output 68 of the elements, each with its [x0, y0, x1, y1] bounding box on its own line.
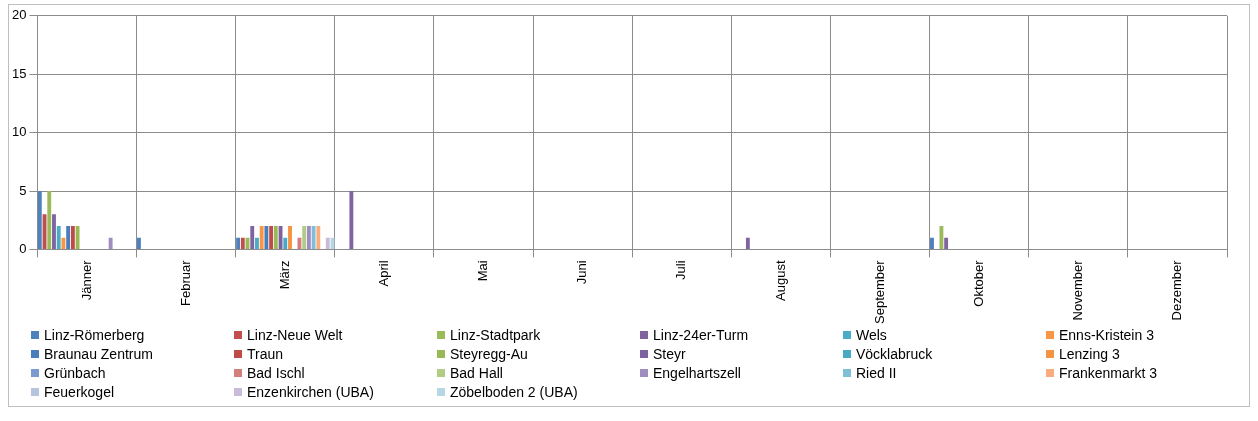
bar	[745, 237, 750, 249]
x-tick-label: März	[276, 260, 292, 290]
bar	[939, 226, 944, 249]
legend-label: Bad Hall	[450, 365, 503, 381]
legend-label: Enns-Kristein 3	[1059, 327, 1154, 343]
x-tick-label: Dezember	[1169, 259, 1185, 321]
y-tick-label: 10	[11, 124, 27, 140]
y-tick-label: 15	[11, 65, 27, 81]
legend-label: Feuerkogel	[44, 384, 115, 400]
legend-label: Ried II	[856, 365, 897, 381]
bar	[325, 237, 330, 249]
bar	[108, 237, 113, 249]
x-tick-label: Oktober	[970, 259, 986, 307]
bar	[236, 237, 241, 249]
legend-label: Linz-Stadtpark	[450, 327, 541, 343]
legend-label: Grünbach	[44, 365, 106, 381]
legend-label: Lenzing 3	[1059, 346, 1120, 362]
bar	[316, 226, 321, 249]
bar	[349, 191, 354, 249]
x-tick-label: September	[871, 259, 887, 324]
bar	[283, 237, 288, 249]
x-tick-label: Februar	[177, 259, 193, 306]
bar	[944, 237, 949, 249]
x-tick-label: Juni	[574, 260, 590, 285]
legend-label: Frankenmarkt 3	[1059, 365, 1158, 381]
legend-label: Vöcklabruck	[856, 346, 933, 362]
legend-label: Linz-Römerberg	[44, 327, 145, 343]
legend-label: Steyr	[653, 346, 686, 362]
bar	[311, 226, 316, 249]
bar	[288, 226, 292, 249]
x-tick-label: April	[375, 260, 391, 287]
bar	[137, 237, 141, 249]
legend-label: Zöbelboden 2 (UBA)	[450, 384, 578, 400]
bar	[37, 191, 42, 249]
legend-label: Linz-Neue Welt	[247, 327, 343, 343]
legend-label: Enzenkirchen (UBA)	[247, 384, 374, 400]
legend-label: Braunau Zentrum	[44, 346, 153, 362]
bar	[75, 226, 80, 249]
legend-label: Engelhartszell	[653, 365, 741, 381]
bar	[306, 226, 311, 249]
bar	[259, 226, 264, 249]
bar	[255, 237, 259, 249]
bar	[61, 237, 66, 249]
bar	[240, 237, 245, 249]
bar	[66, 226, 71, 249]
bar	[930, 237, 934, 249]
legend-label: Linz-24er-Turm	[653, 327, 749, 343]
bar	[250, 226, 255, 249]
x-tick-label: November	[1069, 259, 1085, 321]
y-tick-label: 5	[19, 182, 27, 198]
legend-label: Wels	[856, 327, 887, 343]
bar	[47, 191, 52, 249]
x-tick-label: Juli	[673, 260, 689, 280]
bar	[70, 226, 75, 249]
y-tick-label: 20	[11, 7, 27, 23]
bar	[56, 226, 61, 249]
bar	[264, 226, 269, 249]
legend-label: Traun	[247, 346, 284, 362]
x-tick-label: Jänner	[78, 259, 94, 301]
x-tick-label: August	[772, 260, 788, 301]
bar	[269, 226, 274, 249]
legend-label: Steyregg-Au	[450, 346, 528, 362]
y-tick-label: 0	[19, 240, 27, 256]
legend-label: Bad Ischl	[247, 365, 305, 381]
bar	[302, 226, 307, 249]
x-tick-label: Mai	[475, 260, 491, 282]
bar	[273, 226, 278, 249]
bar	[52, 214, 56, 249]
